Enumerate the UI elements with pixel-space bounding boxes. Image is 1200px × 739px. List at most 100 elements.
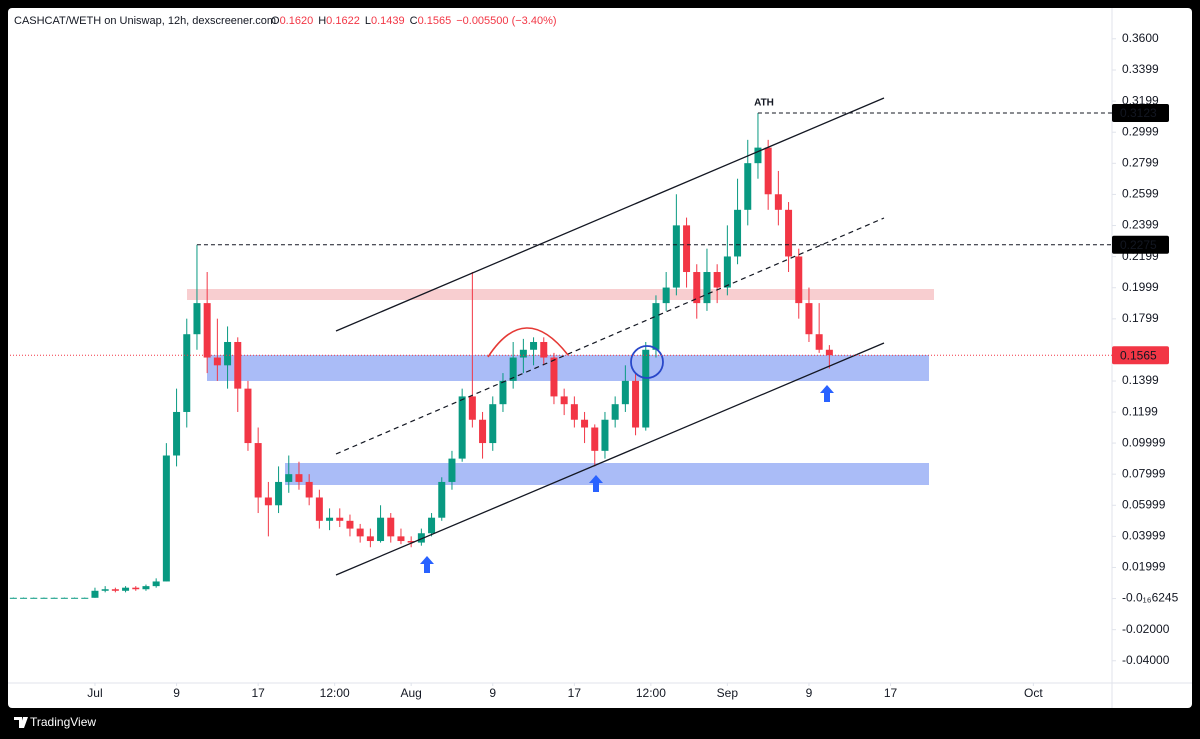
y-tick-label: 0.05999 xyxy=(1122,497,1166,511)
candle-body xyxy=(560,396,568,405)
candle-body xyxy=(815,334,823,350)
x-tick-label: 17 xyxy=(251,686,265,700)
candle-body xyxy=(81,597,89,599)
candle-body xyxy=(193,303,201,335)
last-price-label: 0.1565 xyxy=(1120,348,1157,362)
candle-body xyxy=(366,536,374,542)
x-tick-label: 12:00 xyxy=(636,686,666,700)
y-tick-label: 0.3199 xyxy=(1122,93,1159,107)
candle-body xyxy=(407,541,415,543)
candle-body xyxy=(142,586,150,590)
candle-body xyxy=(570,404,578,420)
candle-body xyxy=(336,517,344,521)
candle-body xyxy=(285,474,293,482)
candle-body xyxy=(458,396,466,459)
candle-body xyxy=(795,256,803,304)
x-tick-label: 9 xyxy=(806,686,813,700)
candle-body xyxy=(203,303,211,358)
candle-body xyxy=(581,419,589,428)
candle-body xyxy=(162,455,170,582)
tradingview-logo xyxy=(14,717,28,728)
candle-body xyxy=(652,303,660,350)
y-tick-label: -0.0₁₆6245 xyxy=(1122,591,1179,605)
legend-value: 0.1620 xyxy=(280,15,314,27)
candle-body xyxy=(672,225,680,288)
candle-body xyxy=(489,404,497,444)
candle-body xyxy=(448,458,456,482)
arrows xyxy=(420,385,834,573)
legend-key: L xyxy=(365,15,371,27)
legend-change: −0.005500 (−3.40%) xyxy=(456,15,556,27)
candle-body xyxy=(346,520,354,529)
rounded-top-arc xyxy=(487,327,569,358)
candle-body xyxy=(122,587,130,591)
x-tick-label: Aug xyxy=(400,686,421,700)
candle-body xyxy=(244,388,252,444)
candle-body xyxy=(234,341,242,389)
x-tick-label: 17 xyxy=(884,686,898,700)
candle-body xyxy=(417,533,425,543)
x-tick-label: Jul xyxy=(87,686,102,700)
channel-lower xyxy=(335,342,885,576)
candle-body xyxy=(71,597,79,599)
candle-body xyxy=(305,481,313,498)
y-tick-label: 0.3600 xyxy=(1122,31,1159,45)
candle-body xyxy=(632,380,640,428)
x-tick-label: 12:00 xyxy=(320,686,350,700)
up-arrow xyxy=(820,385,834,402)
legend-key: C xyxy=(410,15,418,27)
candle-body xyxy=(713,272,721,288)
ohlc-legend: O0.1620 H0.1622 L0.1439 C0.1565 −0.005500 (−… xyxy=(271,15,557,27)
candle-body xyxy=(254,443,262,498)
legend-value: 0.1622 xyxy=(326,15,360,27)
y-tick-label: 0.07999 xyxy=(1122,466,1166,480)
candle-body xyxy=(530,341,538,350)
y-tick-label: 0.2799 xyxy=(1122,155,1159,169)
candle-body xyxy=(356,528,364,537)
candle-body xyxy=(785,209,793,257)
candle-body xyxy=(519,349,527,358)
candle-body xyxy=(264,497,272,506)
candle-body xyxy=(132,587,140,590)
y-tick-label: 0.01999 xyxy=(1122,560,1166,574)
candle-body xyxy=(611,404,619,420)
candle-body xyxy=(693,272,701,304)
y-tick-label: -0.02000 xyxy=(1122,622,1170,636)
candle-body xyxy=(601,419,609,451)
candle-body xyxy=(499,380,507,405)
candle-body xyxy=(805,303,813,335)
candle-body xyxy=(662,287,670,304)
x-tick-label: Sep xyxy=(717,686,739,700)
candle-body xyxy=(591,427,599,451)
candle-body xyxy=(764,147,772,195)
support-zone xyxy=(207,355,929,381)
y-tick-label: 0.1999 xyxy=(1122,280,1159,294)
up-arrow xyxy=(589,475,603,492)
candle-body xyxy=(101,589,109,591)
candle-body xyxy=(438,481,446,518)
legend-value: 0.1565 xyxy=(418,15,452,27)
y-tick-label: 0.1399 xyxy=(1122,373,1159,387)
candle-body xyxy=(540,341,548,358)
legend-value: 0.1439 xyxy=(371,15,405,27)
candle-body xyxy=(621,380,629,405)
candle-body xyxy=(224,341,232,366)
candle-body xyxy=(91,590,99,598)
candle-body xyxy=(295,474,303,482)
candle-body xyxy=(744,163,752,210)
candle-body xyxy=(703,272,711,304)
price-label: 0.3123 xyxy=(1120,106,1157,120)
candle-body xyxy=(723,256,731,288)
candle-body xyxy=(774,194,782,210)
ath-label: ATH xyxy=(754,98,774,109)
candles xyxy=(9,112,833,599)
candle-body xyxy=(173,411,181,456)
candle-body xyxy=(152,581,160,587)
candle-body xyxy=(754,147,762,164)
candle-body xyxy=(326,517,334,521)
candle-body xyxy=(50,597,58,599)
price-label-box xyxy=(1112,103,1169,122)
y-tick-label: 0.2999 xyxy=(1122,124,1159,138)
